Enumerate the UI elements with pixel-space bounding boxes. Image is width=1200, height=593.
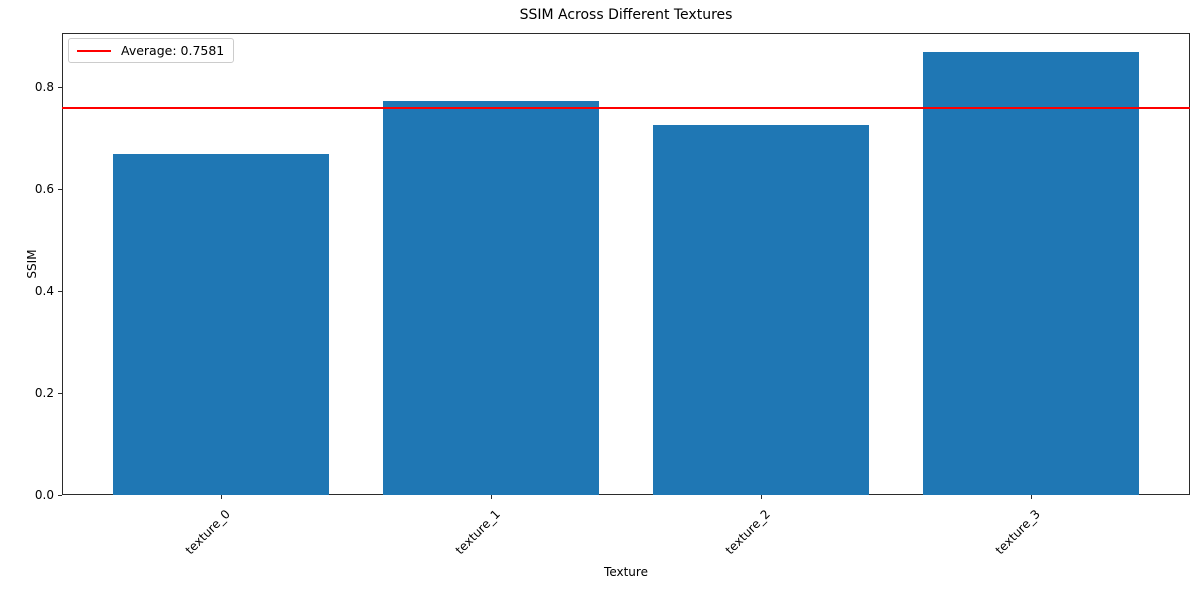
x-tick-mark bbox=[761, 495, 762, 499]
bar-texture_1 bbox=[383, 101, 599, 495]
y-tick-mark bbox=[58, 87, 62, 88]
chart-title: SSIM Across Different Textures bbox=[519, 7, 733, 23]
y-tick-mark bbox=[58, 495, 62, 496]
y-tick-label: 0.0 bbox=[34, 488, 54, 502]
x-tick-mark bbox=[1031, 495, 1032, 499]
legend-label: Average: 0.7581 bbox=[121, 43, 225, 58]
x-tick-mark bbox=[491, 495, 492, 499]
x-tick-label-texture_2: texture_2 bbox=[722, 507, 773, 558]
y-tick-label: 0.8 bbox=[34, 80, 54, 94]
bar-texture_3 bbox=[922, 52, 1139, 495]
bar-texture_2 bbox=[653, 125, 869, 495]
y-tick-label: 0.4 bbox=[34, 284, 54, 298]
y-tick-mark bbox=[58, 189, 62, 190]
y-tick-mark bbox=[58, 291, 62, 292]
x-tick-mark bbox=[221, 495, 222, 499]
y-tick-mark bbox=[58, 393, 62, 394]
bar-texture_0 bbox=[113, 154, 330, 495]
y-tick-label: 0.6 bbox=[34, 182, 54, 196]
x-tick-label-texture_1: texture_1 bbox=[452, 507, 503, 558]
average-line bbox=[62, 107, 1190, 110]
y-tick-label: 0.2 bbox=[34, 386, 54, 400]
x-tick-label-texture_3: texture_3 bbox=[992, 507, 1043, 558]
plot-area: Average: 0.7581 bbox=[62, 33, 1190, 495]
x-tick-label-texture_0: texture_0 bbox=[182, 507, 233, 558]
x-axis-label: Texture bbox=[604, 565, 648, 579]
legend-line-swatch bbox=[77, 49, 111, 52]
legend: Average: 0.7581 bbox=[68, 38, 235, 63]
